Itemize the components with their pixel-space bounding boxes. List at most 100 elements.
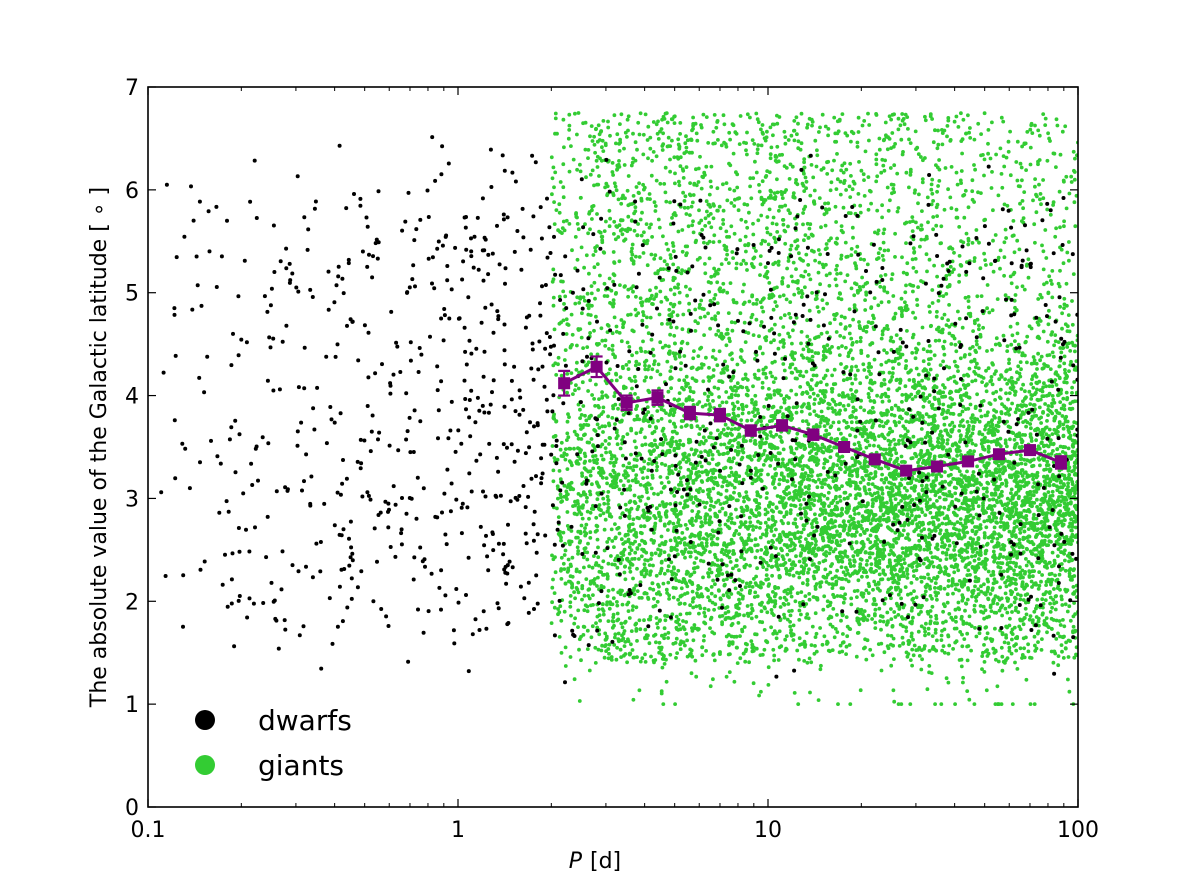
giant-point [793,599,798,604]
giant-point [814,631,819,636]
giant-point [600,234,605,239]
giant-point [935,274,939,279]
giant-point [687,301,691,306]
giant-point [556,607,560,611]
giant-point [998,266,1002,271]
giant-point [1015,238,1020,243]
giant-point [572,590,576,594]
giant-point [900,393,905,397]
giant-point [1045,419,1049,423]
giant-point [703,614,707,619]
giant-point [634,445,638,450]
giant-point [811,574,816,579]
giant-point [996,193,1001,198]
giant-point [659,534,664,539]
giant-point [736,621,741,625]
giant-point [555,457,560,462]
giant-point [661,131,665,136]
giant-point [944,557,949,561]
giant-point [735,381,740,386]
giant-point [708,179,713,184]
giant-point [904,283,908,288]
giant-point [934,648,939,653]
giant-point [1063,602,1068,607]
giant-point [587,668,592,673]
giant-point [984,688,989,693]
giant-point [833,204,838,209]
giant-point [633,539,637,544]
giant-point [888,491,893,495]
giant-point [914,366,919,371]
giant-point [923,633,927,638]
giant-point [928,621,933,626]
giant-point [882,547,886,551]
giant-point [916,492,921,497]
giant-point [744,392,749,397]
giant-point [565,570,570,574]
giant-point [947,324,952,329]
giant-point [1007,645,1012,650]
giant-point [822,494,827,498]
giant-point [782,514,787,519]
giant-point [950,577,955,581]
giant-point [998,585,1002,590]
giant-point [909,392,914,397]
giant-point [593,661,598,665]
giant-point [1018,360,1023,364]
giant-point [1064,174,1069,179]
giant-point [681,457,686,462]
giant-point [622,644,627,648]
giant-point [698,154,702,159]
giant-point [856,520,861,525]
giant-point [1046,322,1051,327]
giant-point [945,438,950,442]
giant-point [1027,617,1032,622]
giant-point [737,474,742,479]
giant-point [933,586,937,590]
giant-point [568,344,573,349]
giant-point [624,363,629,367]
giant-point [614,141,618,146]
giant-point [636,120,641,125]
giant-point [849,253,854,258]
giant-point [890,131,895,135]
giant-point [912,589,916,593]
giant-point [993,398,997,402]
giant-point [1001,543,1005,547]
giant-point [660,148,665,152]
giant-point [968,126,972,130]
giant-point [701,546,706,550]
giant-point [935,309,939,314]
giant-point [881,424,886,429]
giant-point [773,472,778,477]
giant-point [599,326,604,331]
giant-point [721,593,726,598]
giant-point [1032,702,1037,706]
giant-point [785,467,790,472]
giant-point [618,647,623,652]
giant-point [899,454,904,459]
giant-point [773,599,778,603]
giant-point [631,468,636,473]
giant-point [612,181,617,186]
giant-point [911,615,915,620]
giant-point [664,199,669,204]
giant-point [954,349,959,354]
giant-point [587,271,591,276]
giant-point [561,162,566,167]
giant-point [853,373,858,378]
giant-point [925,687,930,692]
giant-point [957,588,961,593]
giant-point [656,492,660,497]
giant-point [735,661,740,665]
giant-point [902,435,906,439]
giant-point [634,621,639,626]
giant-point [799,409,804,414]
giant-point [756,143,761,148]
giant-point [859,168,864,173]
giant-point [669,408,673,413]
giant-point [885,610,890,615]
giant-point [1001,119,1006,124]
giant-point [920,325,925,330]
giant-point [941,609,945,614]
